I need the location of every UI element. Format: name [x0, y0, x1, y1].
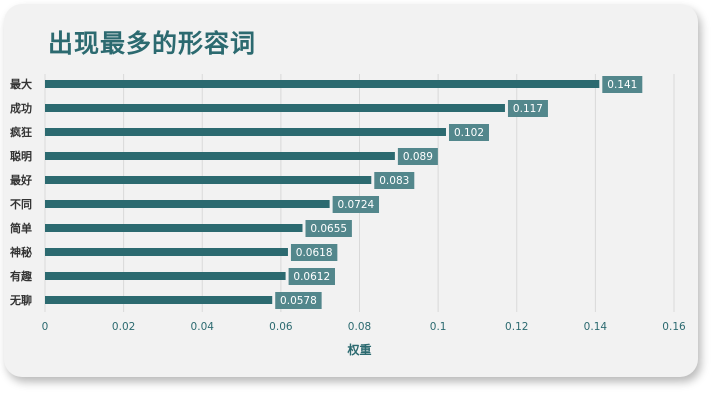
bar [45, 80, 600, 88]
data-label: 0.141 [607, 79, 637, 91]
data-label: 0.102 [454, 127, 484, 139]
data-label: 0.0578 [280, 295, 317, 307]
bar [45, 296, 273, 304]
data-label: 0.0618 [296, 247, 333, 259]
data-label-box [275, 292, 322, 309]
data-label: 0.117 [513, 103, 543, 115]
x-tick-label: 0.08 [348, 321, 371, 333]
category-label: 有趣 [10, 269, 33, 283]
bar-chart: 0 0.02 0.04 0.06 0.08 0.1 0.12 0.14 0.16 最大 0.141 成… [9, 74, 686, 357]
data-label: 0.0724 [337, 199, 374, 211]
x-tick-label: 0.02 [112, 321, 135, 333]
category-label: 最好 [10, 173, 32, 187]
bar [45, 224, 303, 232]
data-label-box [507, 100, 548, 117]
category-label: 疯狂 [10, 125, 32, 139]
category-label: 成功 [10, 101, 32, 115]
bar [45, 128, 446, 136]
bar [45, 248, 288, 256]
chart-title: 出现最多的形容词 [48, 29, 257, 58]
x-tick-label: 0.14 [584, 321, 608, 333]
x-tick-label: 0.12 [505, 321, 528, 333]
x-axis-label: 权重 [346, 342, 371, 357]
category-label: 无聊 [9, 293, 32, 307]
data-label: 0.083 [379, 175, 409, 187]
bar [45, 272, 286, 280]
x-tick-label: 0.16 [662, 321, 686, 333]
bar [45, 200, 330, 208]
bar [45, 104, 505, 112]
data-label-box [305, 220, 352, 237]
data-label: 0.0655 [310, 223, 347, 235]
category-label: 简单 [10, 221, 32, 235]
x-tick-label: 0.04 [191, 321, 215, 333]
category-label: 聪明 [10, 149, 32, 163]
data-label: 0.0612 [293, 271, 330, 283]
x-tick-label: 0.06 [269, 321, 293, 333]
x-tick-label: 0 [42, 321, 49, 333]
category-label: 不同 [10, 198, 32, 211]
data-label-box [290, 244, 338, 261]
category-label: 最大 [10, 77, 32, 91]
bar [45, 176, 372, 184]
data-label-box [374, 172, 415, 189]
chart-card: 出现最多的形容词 0 0.02 0.04 0.06 0.08 0.1 0.12 0.14 0.1… [4, 4, 698, 377]
bar [45, 152, 395, 160]
x-tick-label: 0.1 [430, 321, 447, 333]
data-label-box [332, 196, 380, 213]
data-label-box [397, 148, 438, 165]
data-label-box [602, 76, 643, 93]
data-label-box [288, 268, 335, 285]
data-label: 0.089 [403, 151, 433, 163]
category-label: 神秘 [10, 245, 32, 259]
data-label-box [448, 124, 489, 141]
